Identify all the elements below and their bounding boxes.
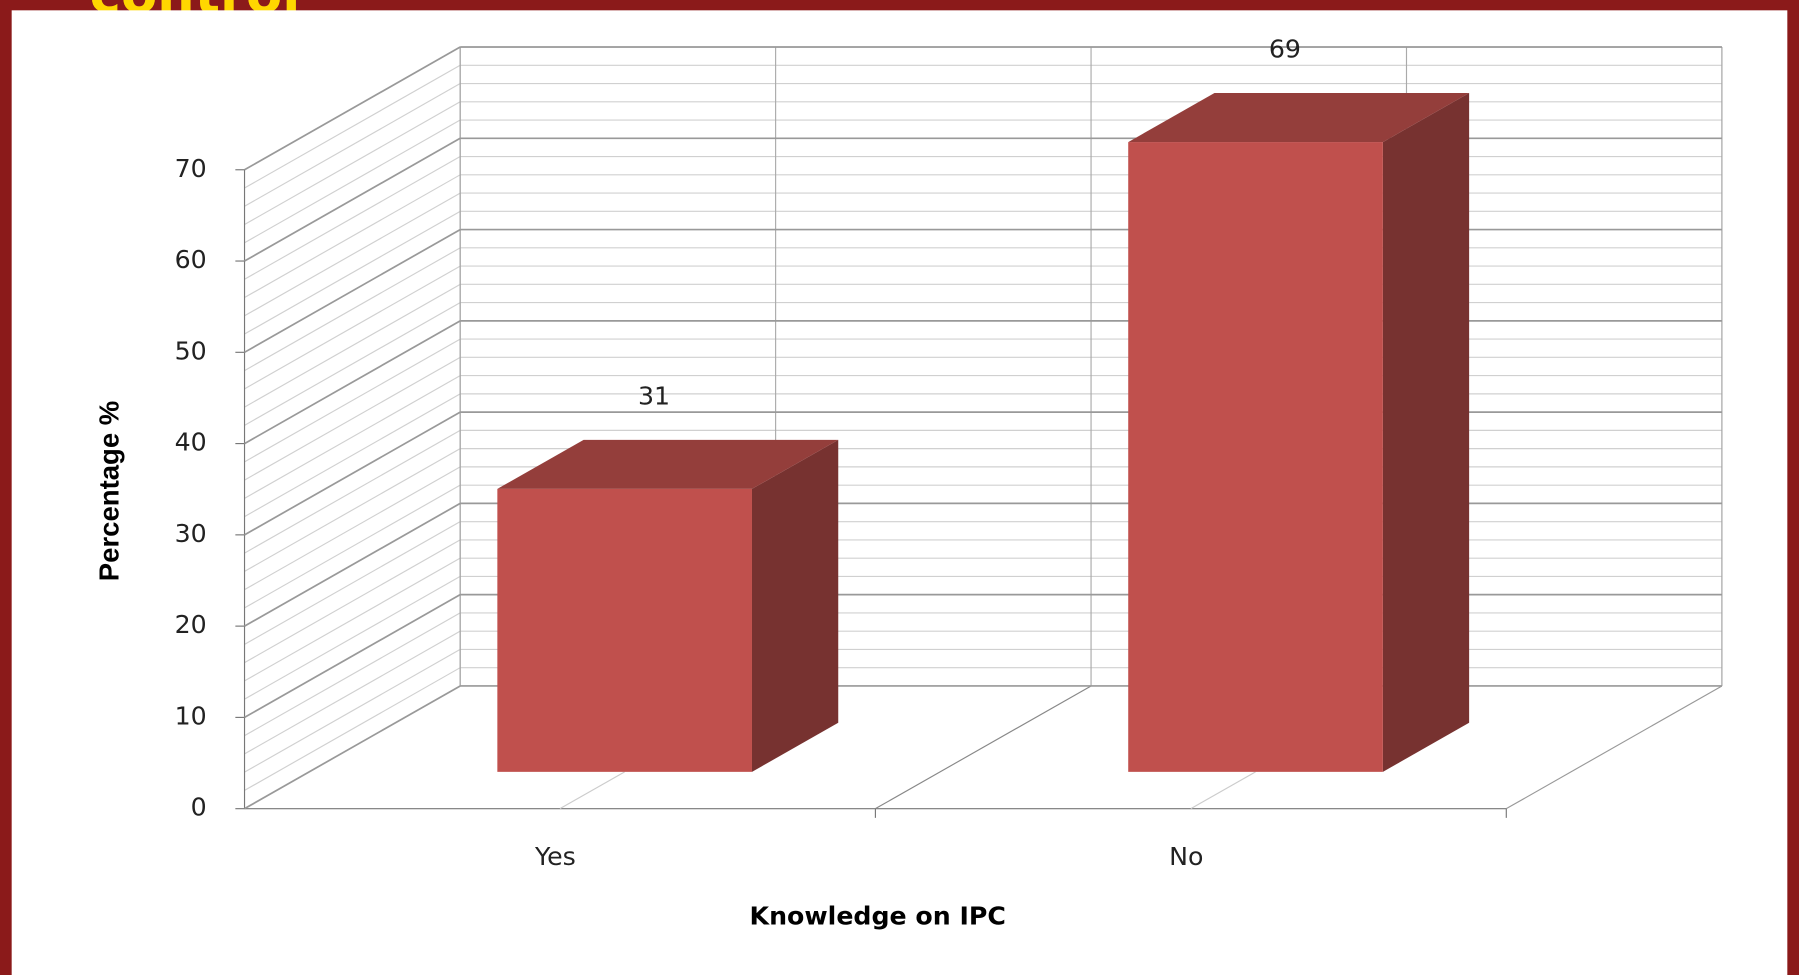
minor-grid: [244, 448, 461, 572]
grid-line: [244, 137, 461, 262]
data-label: 69: [1269, 35, 1301, 64]
minor-grid: [244, 174, 461, 299]
grid-line: [244, 46, 461, 171]
minor-grid: [244, 429, 461, 554]
minor-grid: [244, 247, 461, 372]
grid-line: [244, 685, 461, 810]
minor-grid: [244, 119, 461, 244]
y-tick-label: 60: [175, 245, 207, 274]
minor-grid: [244, 64, 461, 189]
x-tick-label: No: [1169, 842, 1203, 871]
data-label: 31: [638, 381, 670, 410]
minor-grid: [244, 667, 461, 791]
minor-grid: [244, 612, 461, 737]
grid-line: [244, 411, 461, 536]
minor-grid: [244, 302, 461, 426]
x-axis-title: Knowledge on IPC: [750, 902, 1006, 931]
x-tick-label: Yes: [534, 842, 576, 871]
minor-grid: [244, 539, 461, 664]
y-tick-label: 50: [175, 336, 207, 365]
minor-grid: [244, 557, 461, 682]
minor-grid: [244, 338, 461, 463]
y-tick-label: 0: [191, 793, 207, 822]
bar-side: [751, 439, 839, 772]
grid-line: [244, 320, 461, 445]
plot: 0 10 20 30 40 50 60 70 Yes 31 No 69: [175, 35, 1723, 871]
minor-grid: [244, 101, 461, 226]
minor-grid: [244, 375, 461, 499]
bar-top: [497, 439, 839, 489]
minor-grid: [244, 466, 461, 591]
minor-grid: [244, 210, 461, 335]
minor-grid: [244, 283, 461, 408]
minor-grid: [244, 575, 461, 700]
minor-grid: [244, 83, 461, 207]
floor-guide: [559, 771, 625, 810]
bar: [497, 488, 752, 772]
minor-grid: [244, 265, 461, 390]
minor-grid: [244, 356, 461, 481]
grid-line: [244, 228, 461, 354]
grid-line: [244, 502, 461, 627]
minor-grid: [244, 393, 461, 518]
minor-grid: [244, 648, 461, 773]
bar: [1128, 142, 1383, 772]
minor-grid: [244, 630, 461, 755]
floor-divider: [875, 685, 1092, 810]
y-tick-label: 10: [175, 701, 207, 730]
y-tick-label: 30: [175, 519, 207, 548]
minor-grid: [244, 192, 461, 317]
y-tick-label: 70: [175, 154, 207, 183]
bar-top: [1128, 92, 1470, 143]
minor-grid: [244, 521, 461, 645]
minor-grid: [244, 156, 461, 280]
grid-line: [244, 593, 461, 719]
y-axis-title: Percentage %: [94, 401, 125, 581]
y-tick-label: 40: [175, 428, 207, 457]
chart-area: [11, 10, 1788, 975]
minor-grid: [244, 484, 461, 609]
y-tick-label: 20: [175, 610, 207, 639]
floor-guide: [1190, 771, 1256, 810]
wall-edge: [1506, 685, 1723, 810]
bar-side: [1382, 92, 1470, 772]
